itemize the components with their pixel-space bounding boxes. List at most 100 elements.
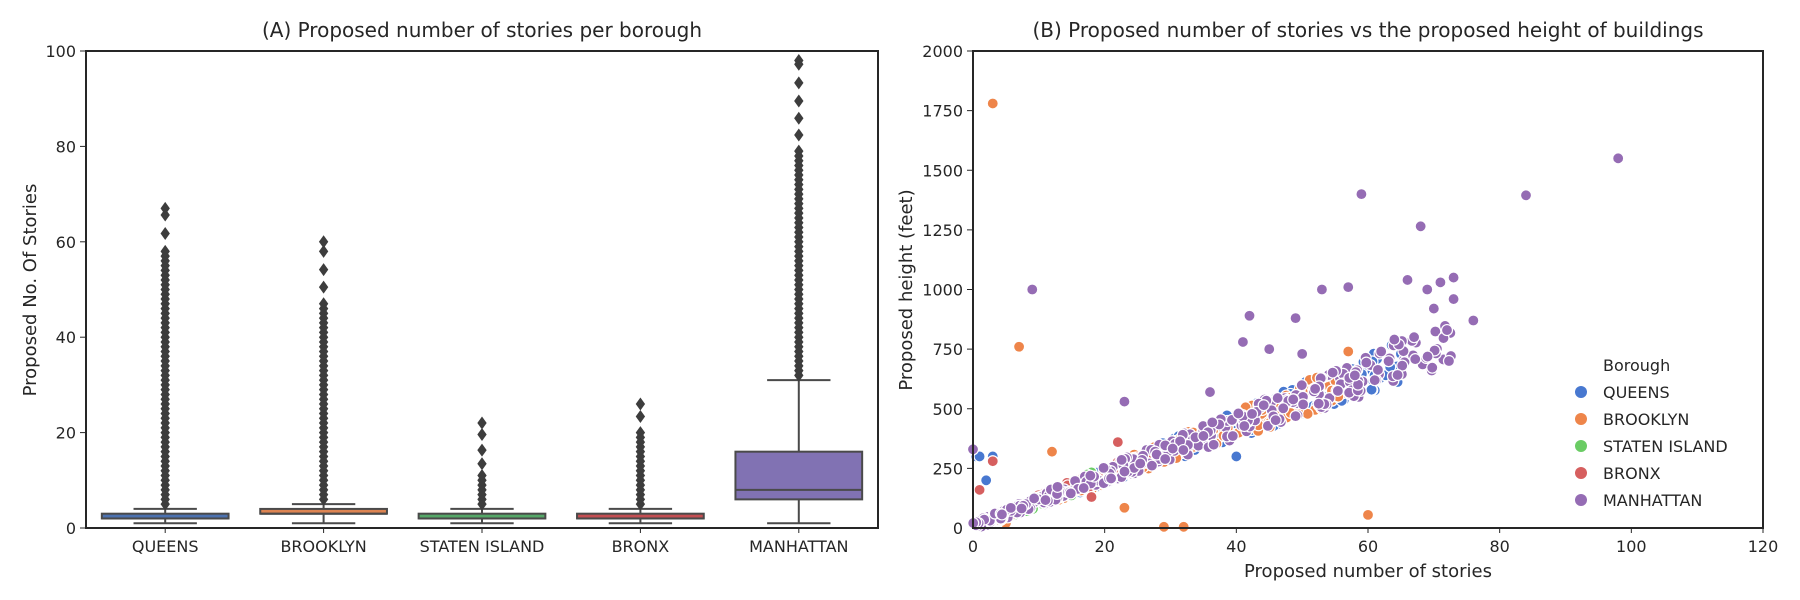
scatter-point	[1064, 487, 1077, 500]
scatter-point	[1257, 399, 1270, 412]
outlier-marker	[635, 426, 646, 440]
y-tick-label: 1000	[922, 281, 963, 300]
x-tick-label: 20	[1094, 537, 1114, 556]
scatter-point	[1097, 461, 1110, 474]
scatter-point	[1361, 508, 1375, 521]
scatter-point	[1331, 384, 1344, 397]
legend-marker	[1575, 413, 1587, 425]
outlier-marker	[160, 244, 170, 258]
box-manhattan	[734, 450, 864, 501]
scatter-point	[1467, 314, 1480, 327]
scatter-point	[1440, 323, 1454, 337]
y-tick-label: 20	[56, 424, 76, 443]
y-tick-label: 500	[932, 400, 963, 419]
outlier-marker	[318, 235, 329, 249]
scatter-point	[1271, 391, 1284, 405]
scatter-point	[1429, 325, 1442, 338]
outlier-marker	[318, 297, 329, 311]
chart-a-frame	[85, 50, 879, 529]
scatter-point	[995, 508, 1009, 521]
scatter-point	[980, 474, 993, 487]
outlier-marker	[794, 111, 804, 125]
outlier-marker	[794, 76, 804, 90]
scatter-point	[1232, 407, 1245, 420]
scatter-point	[1115, 453, 1128, 467]
outlier-marker	[635, 397, 646, 411]
scatter-point	[1177, 443, 1190, 457]
outlier-marker	[635, 409, 646, 423]
scatter-point	[1409, 353, 1422, 366]
scatter-point	[1297, 398, 1310, 411]
scatter-point	[1166, 442, 1179, 455]
y-tick-label: 1500	[922, 161, 963, 180]
scatter-point	[1342, 281, 1355, 294]
outlier-marker	[477, 443, 487, 457]
series-manhattan	[966, 152, 1625, 534]
scatter-point	[1111, 436, 1124, 449]
scatter-point	[1085, 490, 1098, 504]
scatter-point	[1206, 416, 1219, 429]
scatter-point	[1375, 345, 1388, 358]
scatter-point	[1388, 333, 1401, 346]
scatter-point	[1309, 382, 1322, 395]
scatter-point	[1105, 472, 1118, 485]
scatter-point	[1401, 273, 1414, 287]
x-tick-label: 0	[968, 537, 978, 556]
scatter-point	[1134, 457, 1147, 470]
scatter-point	[1612, 152, 1625, 165]
scatter-point	[1342, 345, 1355, 358]
chart-b-ylabel: Proposed height (feet)	[896, 189, 917, 390]
outlier-marker	[160, 208, 170, 222]
scatter-point	[1421, 283, 1434, 296]
y-tick-label: 0	[66, 519, 76, 538]
scatter-point	[1414, 220, 1427, 233]
chart-b-frame	[972, 50, 1764, 529]
scatter-point	[1348, 369, 1361, 382]
scatter-point	[1243, 309, 1256, 322]
scatter-point	[1427, 302, 1440, 315]
scatter-point	[1236, 335, 1250, 349]
scatter-point	[1118, 395, 1131, 408]
x-tick-label: BRONX	[612, 537, 670, 556]
scatter-point	[1368, 374, 1381, 387]
outlier-marker	[794, 144, 804, 158]
scatter-point	[1289, 312, 1302, 325]
scatter-point	[1226, 429, 1239, 443]
legend: Borough QUEENS BROOKLYN STATEN ISLAND BRONX…	[1575, 356, 1728, 510]
scatter-point	[1287, 393, 1300, 406]
scatter-point	[1296, 347, 1309, 360]
scatter-point	[1177, 520, 1190, 533]
series-brooklyn	[966, 97, 1375, 534]
scatter-point	[1447, 271, 1460, 284]
scatter-point	[1382, 355, 1395, 368]
outlier-marker	[477, 469, 487, 483]
scatter-point	[1245, 407, 1259, 420]
legend-label: BROOKLYN	[1603, 410, 1689, 429]
legend-label: STATEN ISLAND	[1603, 437, 1728, 456]
outlier-marker	[477, 416, 487, 430]
y-tick-label: 250	[932, 459, 963, 478]
scatter-point	[1207, 438, 1220, 451]
scatter-point	[1519, 189, 1533, 202]
scatter-point	[1028, 492, 1041, 505]
y-tick-label: 80	[56, 137, 76, 156]
legend-label: MANHATTAN	[1603, 491, 1702, 510]
legend-marker	[1575, 494, 1587, 506]
outlier-marker	[477, 428, 487, 442]
scatter-point	[1407, 331, 1421, 344]
scatter-point	[1434, 276, 1447, 289]
scatter-point	[1026, 283, 1039, 296]
y-tick-label: 0	[953, 519, 963, 538]
y-tick-label: 1750	[922, 102, 963, 121]
x-tick-label: 60	[1358, 537, 1378, 556]
scatter-point	[1084, 469, 1097, 482]
scatter-point	[1159, 452, 1172, 466]
scatter-point	[1157, 520, 1171, 533]
scatter-point	[1391, 368, 1404, 382]
outlier-marker	[318, 280, 329, 294]
scatter-point	[1315, 283, 1329, 296]
scatter-point	[1447, 292, 1460, 306]
y-tick-label: 2000	[922, 42, 963, 61]
scatter-panel: (B) Proposed number of stories vs the pr…	[896, 18, 1778, 582]
chart-b-xlabel: Proposed number of stories	[1244, 561, 1492, 582]
